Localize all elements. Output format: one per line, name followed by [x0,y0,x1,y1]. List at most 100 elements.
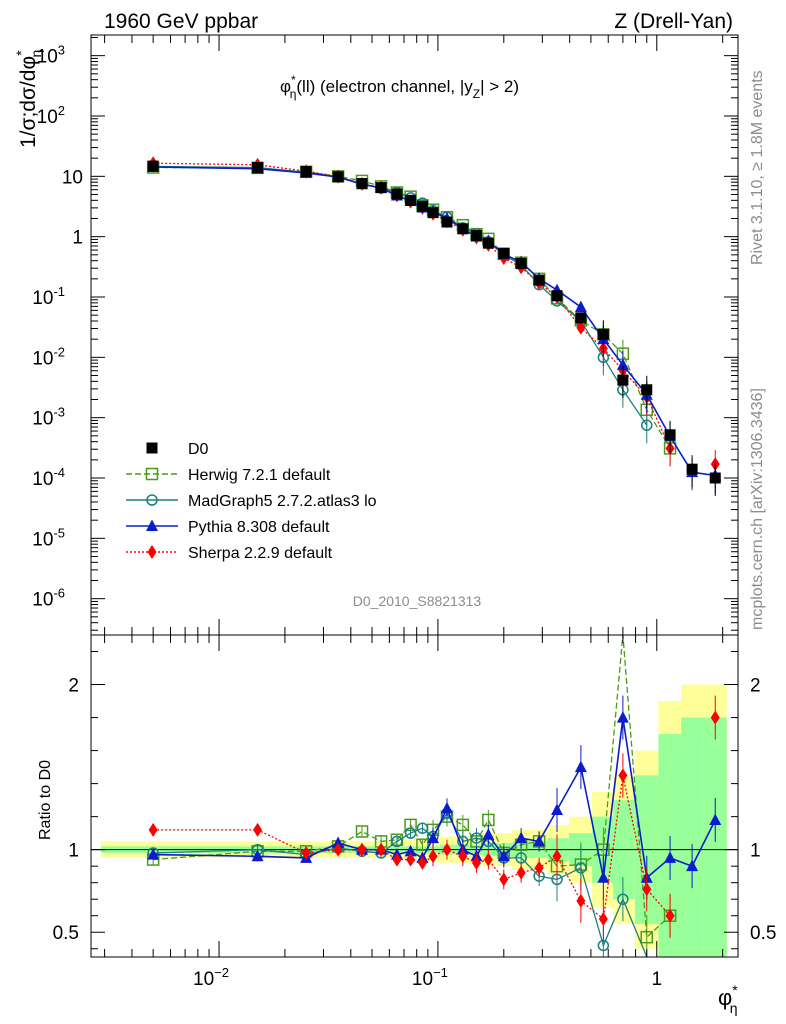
ratio-point [470,832,483,844]
ratio-point [533,834,546,847]
data-point [664,429,676,441]
ratio-point [617,893,629,905]
data-point [356,178,368,190]
ratio-point [147,848,160,860]
legend-label: Pythia 8.308 default [188,519,330,536]
legend-item-4: Sherpa 2.2.9 default [126,545,333,562]
legend-label: MadGraph5 2.7.2.atlas3 lo [188,493,377,510]
header-left: 1960 GeV ppbar [104,10,258,33]
ratio-y-axis-label: Ratio to D0 [37,760,54,840]
ratio-series-4 [148,695,720,942]
series-0 [147,160,721,497]
data-point [574,300,587,313]
data-point [515,257,527,269]
data-point [533,274,545,286]
analysis-watermark: D0_2010_S8821313 [353,593,482,609]
legend-marker [147,545,157,559]
data-point [498,247,510,259]
ratio-point [552,849,562,864]
ratio-line [153,634,671,939]
y-tick-label: 10 [62,167,83,188]
y-tick-label: 10-2 [32,344,65,369]
ratio-point [332,836,345,849]
main-panel-series [146,156,722,497]
legend-item-1: Herwig 7.2.1 default [126,467,331,484]
header-right: Z (Drell-Yan) [614,10,733,33]
ratio-point [458,849,468,864]
x-tick-label: 10−2 [193,965,229,990]
ratio-point [640,930,654,944]
ratio-point [665,908,675,923]
ratio-point [148,822,158,837]
data-point [457,223,469,235]
ratio-point [534,860,544,875]
ratio-point [516,865,526,880]
ratio-point [251,849,264,862]
ratio-point [416,838,429,851]
ratio-point [483,852,493,867]
data-point [300,166,312,178]
x-tick-label: 1 [651,969,662,990]
data-point [597,328,609,340]
legend-label: D0 [188,441,209,458]
y-tick-label: 10-6 [32,586,65,611]
mcplots-reference-text: mcplots.cern.ch [arXiv:1306.3436] [749,388,766,630]
legend-marker [146,442,158,454]
legend-marker [146,494,158,506]
series-line [153,166,671,449]
ratio-point [357,842,367,857]
ratio-point [664,851,677,863]
data-point [332,171,344,183]
y-tick-label: 10-4 [32,465,65,490]
ratio-y-tick-label: 2 [68,676,79,697]
ratio-point [597,871,610,883]
ratio-point [416,822,429,834]
ratio-point [710,710,720,725]
y-tick-label: 1 [72,228,83,249]
ratio-point [497,849,510,862]
ratio-point [253,822,263,837]
ratio-point [440,801,453,814]
ratio-point [442,842,452,857]
ratio-point [550,803,563,816]
legend-label: Sherpa 2.2.9 default [188,545,333,562]
y-tick-label: 10-3 [32,405,65,430]
legend-label: Herwig 7.2.1 default [188,467,331,484]
data-point [427,207,439,219]
ratio-point [355,825,369,838]
ratio-point [404,827,417,839]
data-point [576,320,586,335]
ratio-point [376,842,386,857]
legend-marker [146,519,158,531]
data-point [252,162,264,174]
ratio-point [616,711,629,723]
data-point [147,160,159,172]
ratio-panel-axes: 0.5 0.5 1 1 2 2 10−2 10−1 1 [53,635,776,990]
data-point [641,384,653,396]
series-2 [147,160,653,444]
data-point [482,237,494,249]
data-point [375,182,387,194]
data-point [709,472,721,484]
ratio-point [428,849,438,864]
legend-item-0: D0 [146,441,209,458]
ratio-point [482,828,495,840]
data-point [616,358,629,370]
ratio-point [406,852,416,867]
data-point [441,216,453,228]
data-point [391,188,403,200]
ratio-point [417,855,427,870]
main-panel-axes: 10-6 10-5 10-4 10-3 10-2 10-1 1 10 102 103 [32,35,738,635]
x-tick-label: 10−1 [412,965,448,990]
legend-marker [145,467,159,481]
ratio-panel-frame [90,634,739,958]
ratio-point [404,844,417,857]
legend: D0 Herwig 7.2.1 default MadGraph5 2.7.2.at… [126,441,377,562]
ratio-point [686,859,699,872]
legend-item-3: Pythia 8.308 default [126,519,330,536]
ratio-point [642,882,652,897]
ratio-panel-series [146,634,722,958]
ratio-point [301,845,311,860]
ratio-uncertainty-bands [91,684,738,957]
